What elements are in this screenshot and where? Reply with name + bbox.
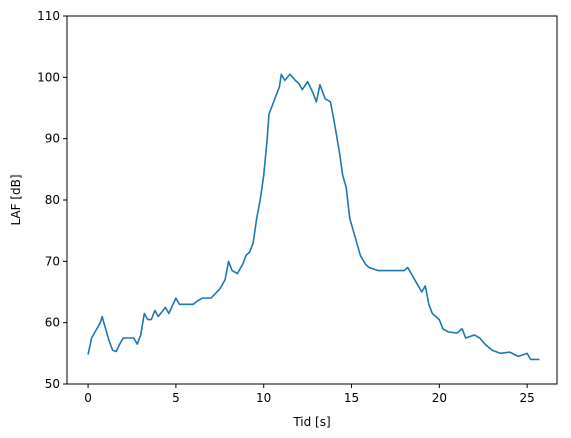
x-tick-label: 20 — [432, 391, 447, 405]
y-tick-label: 60 — [45, 316, 60, 330]
y-axis-label: LAF [dB] — [9, 174, 23, 225]
y-tick-label: 110 — [37, 9, 60, 23]
data-line — [87, 73, 540, 361]
y-tick-label: 90 — [45, 132, 60, 146]
y-tick-label: 70 — [45, 254, 60, 268]
y-tick-label: 50 — [45, 377, 60, 391]
x-tick-label: 10 — [256, 391, 271, 405]
x-tick-label: 25 — [520, 391, 535, 405]
x-axis-label: Tid [s] — [292, 415, 330, 429]
y-tick-label: 80 — [45, 193, 60, 207]
x-tick-label: 5 — [172, 391, 180, 405]
y-tick-label: 100 — [37, 70, 60, 84]
x-tick-label: 0 — [84, 391, 92, 405]
x-tick-label: 15 — [344, 391, 359, 405]
plot-frame — [66, 15, 558, 385]
